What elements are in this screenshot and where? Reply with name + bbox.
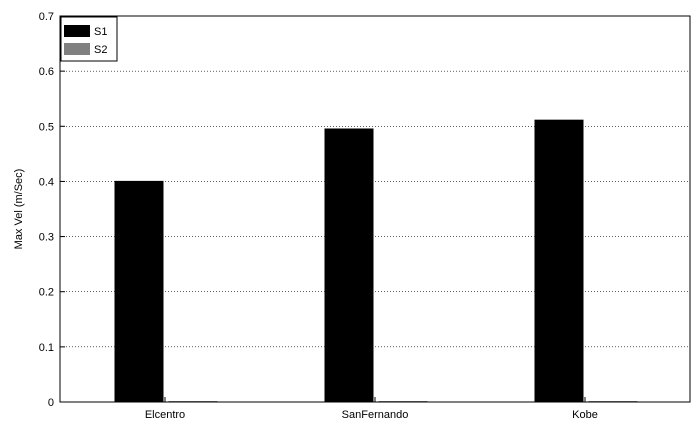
bar-s1-sanfernando <box>324 128 374 402</box>
y-tick-label: 0.3 <box>39 232 54 244</box>
legend-label-s2: S2 <box>94 44 107 56</box>
y-tick-label: 0.4 <box>39 176 54 188</box>
x-tick-label: SanFernando <box>342 409 409 421</box>
legend-swatch-s2 <box>64 43 90 55</box>
y-tick-label: 0.2 <box>39 287 54 299</box>
y-axis-ticks: 0 0.1 0.2 0.3 0.4 0.5 0.6 0.7 <box>39 11 65 409</box>
legend-label-s1: S1 <box>94 26 107 38</box>
y-tick-label: 0.7 <box>39 11 54 23</box>
y-tick-label: 0.6 <box>39 66 54 78</box>
x-axis-ticks: Elcentro SanFernando Kobe <box>145 397 598 421</box>
bar-s1-elcentro <box>114 180 164 402</box>
y-axis-label: Max Vel (m/Sec) <box>13 169 25 250</box>
legend: S1 S2 <box>60 16 118 62</box>
gridlines <box>60 70 690 348</box>
y-tick-label: 0 <box>48 397 54 409</box>
bars <box>114 119 638 402</box>
legend-swatch-s1 <box>64 25 90 37</box>
y-tick-label: 0.1 <box>39 342 54 354</box>
bar-s1-kobe <box>534 119 584 402</box>
x-tick-label: Elcentro <box>145 409 185 421</box>
y-tick-label: 0.5 <box>39 121 54 133</box>
x-tick-label: Kobe <box>572 409 598 421</box>
